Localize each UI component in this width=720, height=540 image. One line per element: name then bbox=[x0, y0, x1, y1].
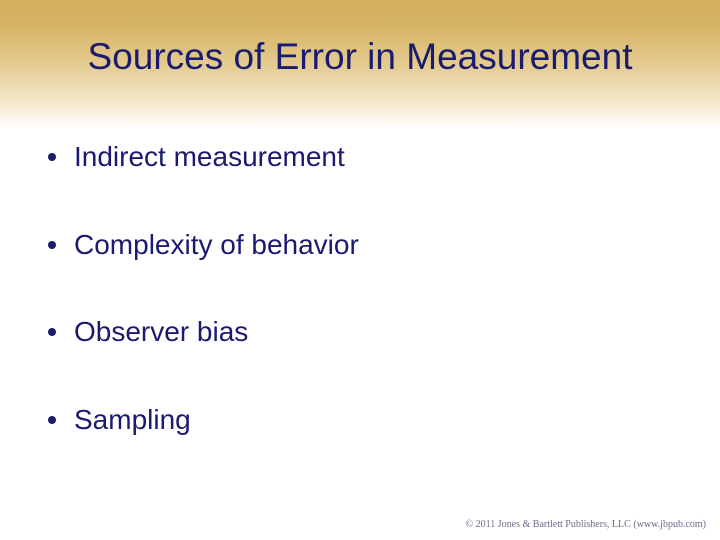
copyright-footer: © 2011 Jones & Bartlett Publishers, LLC … bbox=[466, 519, 706, 530]
list-item: Observer bias bbox=[48, 315, 672, 349]
bullet-icon bbox=[48, 153, 56, 161]
bullet-icon bbox=[48, 328, 56, 336]
bullet-text: Observer bias bbox=[74, 315, 248, 349]
bullet-text: Complexity of behavior bbox=[74, 228, 359, 262]
bullet-list: Indirect measurement Complexity of behav… bbox=[48, 140, 672, 490]
bullet-text: Indirect measurement bbox=[74, 140, 345, 174]
slide: Sources of Error in Measurement Indirect… bbox=[0, 0, 720, 540]
list-item: Complexity of behavior bbox=[48, 228, 672, 262]
bullet-icon bbox=[48, 416, 56, 424]
bullet-icon bbox=[48, 241, 56, 249]
slide-title: Sources of Error in Measurement bbox=[0, 36, 720, 78]
list-item: Sampling bbox=[48, 403, 672, 437]
bullet-text: Sampling bbox=[74, 403, 191, 437]
list-item: Indirect measurement bbox=[48, 140, 672, 174]
